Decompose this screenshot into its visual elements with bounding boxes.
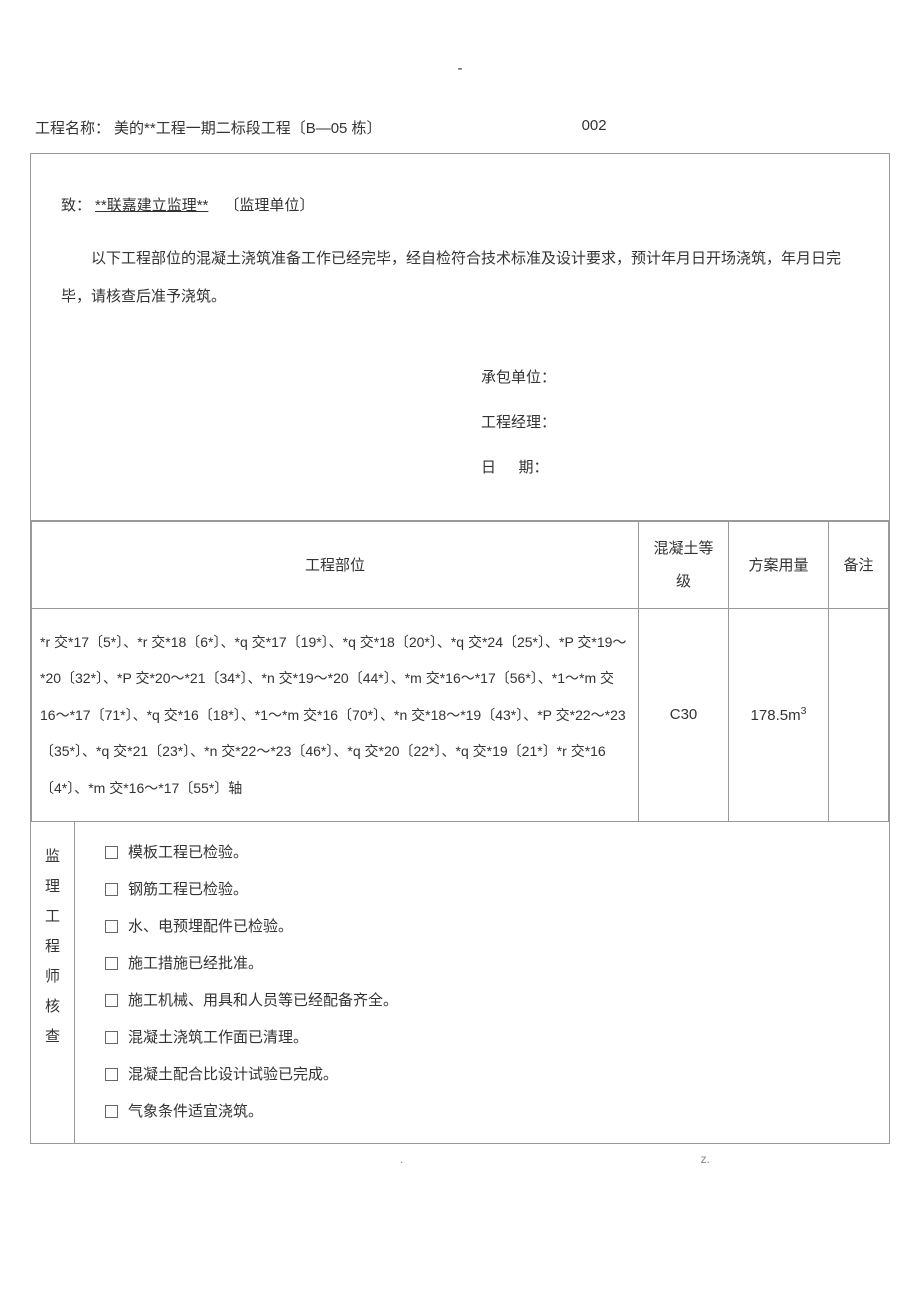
check-item: 混凝土浇筑工作面已清理。 (105, 1020, 859, 1056)
check-item-label: 混凝土配合比设计试验已完成。 (128, 1057, 338, 1093)
cell-grade: C30 (639, 609, 729, 822)
check-item: 气象条件适宜浇筑。 (105, 1094, 859, 1130)
check-item: 水、电预埋配件已检验。 (105, 909, 859, 945)
manager-row: 工程经理： (481, 400, 859, 445)
table-row: *r 交*17〔5*〕、*r 交*18〔6*〕、*q 交*17〔19*〕、*q … (32, 609, 889, 822)
data-table: 工程部位 混凝土等级 方案用量 备注 *r 交*17〔5*〕、*r 交*18〔6… (31, 521, 889, 822)
project-name-value: 美的**工程一期二标段工程〔B—05 栋〕 (114, 117, 382, 138)
addressee-suffix: 〔监理单位〕 (224, 194, 314, 215)
qty-value: 178.5m (751, 707, 801, 724)
contractor-row: 承包单位： (481, 355, 859, 400)
check-item-label: 水、电预埋配件已检验。 (128, 909, 293, 945)
check-item: 模板工程已检验。 (105, 835, 859, 871)
header-qty: 方案用量 (729, 522, 829, 609)
main-container: 致： **联嘉建立监理** 〔监理单位〕 以下工程部位的混凝土浇筑准备工作已经完… (30, 153, 890, 1144)
check-items: 模板工程已检验。 钢筋工程已检验。 水、电预埋配件已检验。 施工措施已经批准。 … (75, 822, 889, 1143)
check-side-label: 监理工程师核查 (31, 822, 75, 1143)
date-label-char1: 日 (481, 445, 519, 490)
checkbox-icon[interactable] (105, 1031, 118, 1044)
header-line: 工程名称： 美的**工程一期二标段工程〔B—05 栋〕 002 (30, 117, 890, 138)
checkbox-icon[interactable] (105, 920, 118, 933)
footer-left: . (400, 1152, 403, 1166)
checkbox-icon[interactable] (105, 957, 118, 970)
header-grade: 混凝土等级 (639, 522, 729, 609)
addressee-prefix: 致： (61, 194, 91, 215)
check-item: 施工措施已经批准。 (105, 946, 859, 982)
signature-block: 承包单位： 工程经理： 日期： (481, 355, 859, 490)
check-item-label: 混凝土浇筑工作面已清理。 (128, 1020, 308, 1056)
cell-part: *r 交*17〔5*〕、*r 交*18〔6*〕、*q 交*17〔19*〕、*q … (32, 609, 639, 822)
header-part: 工程部位 (32, 522, 639, 609)
footer-marks: . z. (30, 1144, 890, 1166)
document-code: 002 (582, 117, 607, 138)
contractor-label: 承包单位： (481, 355, 556, 400)
checkbox-icon[interactable] (105, 1105, 118, 1118)
manager-label: 工程经理： (481, 400, 556, 445)
check-item: 混凝土配合比设计试验已完成。 (105, 1057, 859, 1093)
checkbox-icon[interactable] (105, 883, 118, 896)
addressee-line: 致： **联嘉建立监理** 〔监理单位〕 (61, 194, 859, 215)
date-row: 日期： (481, 445, 859, 490)
qty-exponent: 3 (801, 705, 807, 717)
checkbox-icon[interactable] (105, 994, 118, 1007)
check-item: 施工机械、用具和人员等已经配备齐全。 (105, 983, 859, 1019)
date-label-char2: 期： (519, 445, 549, 490)
checkbox-icon[interactable] (105, 1068, 118, 1081)
checkbox-icon[interactable] (105, 846, 118, 859)
table-header-row: 工程部位 混凝土等级 方案用量 备注 (32, 522, 889, 609)
cell-remark (829, 609, 889, 822)
top-dash-mark: - (30, 60, 890, 77)
check-item-label: 钢筋工程已检验。 (128, 872, 248, 908)
check-item-label: 气象条件适宜浇筑。 (128, 1094, 263, 1130)
check-section: 监理工程师核查 模板工程已检验。 钢筋工程已检验。 水、电预埋配件已检验。 施工… (31, 822, 889, 1143)
check-item-label: 模板工程已检验。 (128, 835, 248, 871)
check-item-label: 施工措施已经批准。 (128, 946, 263, 982)
header-remark: 备注 (829, 522, 889, 609)
check-item-label: 施工机械、用具和人员等已经配备齐全。 (128, 983, 398, 1019)
intro-section: 致： **联嘉建立监理** 〔监理单位〕 以下工程部位的混凝土浇筑准备工作已经完… (31, 154, 889, 521)
cell-qty: 178.5m3 (729, 609, 829, 822)
check-item: 钢筋工程已检验。 (105, 872, 859, 908)
addressee-name: **联嘉建立监理** (91, 194, 212, 215)
footer-right: z. (701, 1152, 710, 1166)
intro-body-text: 以下工程部位的混凝土浇筑准备工作已经完毕，经自检符合技术标准及设计要求，预计年月… (61, 240, 859, 315)
project-name-label: 工程名称： (35, 117, 110, 138)
